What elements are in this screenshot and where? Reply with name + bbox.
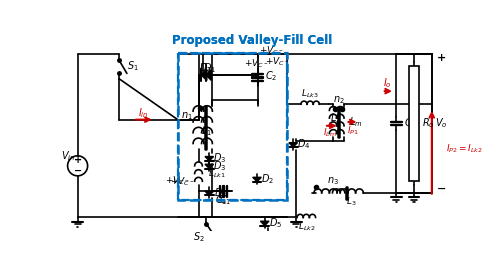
Text: $V_{in}$: $V_{in}$ <box>61 149 76 163</box>
Polygon shape <box>289 143 298 147</box>
Text: $C_o$: $C_o$ <box>404 117 416 130</box>
Text: $C_1$: $C_1$ <box>219 193 232 207</box>
Text: $L_{Lk2}$: $L_{Lk2}$ <box>298 220 315 233</box>
Text: $L_1$: $L_1$ <box>200 124 211 138</box>
Text: $n_2$: $n_2$ <box>333 94 344 105</box>
Text: $D_3$: $D_3$ <box>214 151 226 165</box>
Text: $I_{P1}$: $I_{P1}$ <box>348 124 359 137</box>
Text: $D_2$: $D_2$ <box>214 186 226 200</box>
Polygon shape <box>205 164 214 169</box>
Polygon shape <box>205 156 214 161</box>
Text: $+V_{C^-}$: $+V_{C^-}$ <box>164 175 190 188</box>
Text: $+V_{C^-}$: $+V_{C^-}$ <box>264 56 289 68</box>
Text: Proposed Valley-Fill Cell: Proposed Valley-Fill Cell <box>172 34 332 47</box>
Text: $D_1$: $D_1$ <box>199 61 212 75</box>
Polygon shape <box>206 69 212 81</box>
Text: Proposed Valley-Fill Cell: Proposed Valley-Fill Cell <box>172 34 332 47</box>
Text: $+V_{C^-}$: $+V_{C^-}$ <box>244 58 268 70</box>
Text: $L_{Lk1}$: $L_{Lk1}$ <box>208 167 226 180</box>
Polygon shape <box>202 69 207 81</box>
Text: $L_3$: $L_3$ <box>346 196 357 208</box>
Text: $D_4$: $D_4$ <box>298 137 310 151</box>
Text: $+V_{C^-}$: $+V_{C^-}$ <box>260 44 284 56</box>
Text: +: + <box>436 53 446 63</box>
Text: $n_3$: $n_3$ <box>328 175 339 187</box>
Text: +: + <box>74 155 82 166</box>
Polygon shape <box>252 177 262 182</box>
Text: $n_1$: $n_1$ <box>180 110 192 122</box>
Text: $I_{in}$: $I_{in}$ <box>138 106 148 120</box>
Text: $C_2$: $C_2$ <box>264 69 277 83</box>
Text: −: − <box>74 166 82 176</box>
Text: $R_o$: $R_o$ <box>422 117 434 130</box>
Text: $C_1$: $C_1$ <box>216 193 228 207</box>
Bar <box>410 66 418 181</box>
Text: $D_3$: $D_3$ <box>214 159 226 173</box>
Text: $V_o$: $V_o$ <box>435 117 448 130</box>
Text: $D_1$: $D_1$ <box>204 61 216 75</box>
Text: $D_5$: $D_5$ <box>269 216 282 230</box>
Polygon shape <box>205 191 214 196</box>
Polygon shape <box>260 221 269 226</box>
Text: $I_{Lm}$: $I_{Lm}$ <box>323 126 337 139</box>
Text: $D_2$: $D_2$ <box>262 172 274 186</box>
Text: $+V_{C^-}$: $+V_{C^-}$ <box>170 176 194 188</box>
Text: $L_m$: $L_m$ <box>348 115 362 129</box>
Text: $I_{P2}{=}I_{Lk2}$: $I_{P2}{=}I_{Lk2}$ <box>446 142 482 155</box>
Text: $S_1$: $S_1$ <box>127 59 138 73</box>
Text: $S_2$: $S_2$ <box>193 230 204 243</box>
Text: $I_o$: $I_o$ <box>383 77 392 90</box>
Text: $L_{Lk3}$: $L_{Lk3}$ <box>302 88 319 100</box>
Text: −: − <box>436 184 446 194</box>
Text: $D_1$: $D_1$ <box>199 61 212 75</box>
Text: $L_2$: $L_2$ <box>330 111 340 125</box>
